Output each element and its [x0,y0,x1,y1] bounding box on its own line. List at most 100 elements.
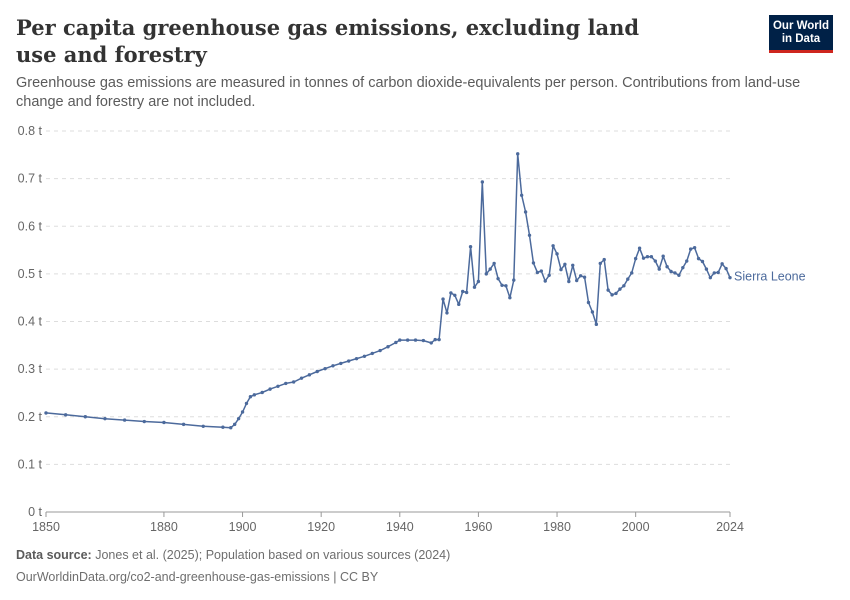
data-point[interactable] [681,265,685,270]
data-point[interactable] [162,420,166,425]
data-point[interactable] [221,425,225,429]
data-point[interactable] [484,272,488,276]
data-point[interactable] [716,270,720,275]
data-point[interactable] [724,266,728,271]
data-point[interactable] [307,373,312,377]
data-point[interactable] [712,271,716,275]
data-point[interactable] [582,275,587,279]
data-point[interactable] [527,233,532,237]
data-point[interactable] [496,276,500,281]
data-point[interactable] [657,267,661,271]
data-point[interactable] [653,259,658,263]
data-point[interactable] [291,380,296,384]
data-point[interactable] [614,291,618,296]
data-point[interactable] [441,297,445,301]
data-point[interactable] [661,254,665,258]
data-point[interactable] [453,293,457,298]
data-point[interactable] [563,262,567,267]
data-point[interactable] [103,416,107,421]
data-point[interactable] [633,256,638,261]
data-point[interactable] [688,247,693,251]
data-point[interactable] [692,245,697,250]
data-point[interactable] [673,271,677,275]
data-point[interactable] [708,275,713,280]
data-point[interactable] [63,413,68,417]
data-point[interactable] [229,426,233,430]
data-point[interactable] [567,279,571,284]
data-point[interactable] [645,255,650,259]
data-point[interactable] [543,279,547,283]
data-point[interactable] [232,422,237,427]
data-point[interactable] [244,401,249,406]
data-point[interactable] [594,322,599,327]
data-point[interactable] [457,302,461,307]
data-point[interactable] [252,393,257,397]
data-point[interactable] [618,287,622,291]
data-point[interactable] [571,263,575,268]
data-point[interactable] [378,348,382,353]
data-point[interactable] [622,284,626,288]
data-point[interactable] [464,290,469,295]
data-point[interactable] [476,279,481,284]
data-point[interactable] [677,273,681,278]
data-point[interactable] [512,278,516,282]
data-point[interactable] [598,261,602,266]
data-point[interactable] [649,255,654,259]
data-point[interactable] [236,416,241,421]
data-point[interactable] [586,300,591,305]
data-point[interactable] [559,267,563,272]
data-point[interactable] [626,277,630,281]
data-point[interactable] [547,273,551,278]
data-point[interactable] [44,411,48,415]
data-point[interactable] [284,381,288,386]
data-point[interactable] [346,359,351,363]
data-point[interactable] [468,245,473,249]
owid-logo[interactable]: Our World in Data [769,15,833,53]
data-point[interactable] [685,259,689,263]
data-point[interactable] [504,284,508,288]
data-point[interactable] [445,311,449,315]
data-point[interactable] [339,361,343,366]
source-url[interactable]: OurWorldinData.org/co2-and-greenhouse-ga… [16,570,379,584]
data-point[interactable] [669,269,673,274]
data-point[interactable] [398,338,402,342]
data-point[interactable] [637,246,642,250]
data-point[interactable] [429,341,433,345]
series-line-sierra-leone[interactable] [45,153,731,429]
data-point[interactable] [492,261,496,266]
data-point[interactable] [516,152,520,156]
data-point[interactable] [181,422,186,427]
data-point[interactable] [323,366,327,371]
data-point[interactable] [728,275,732,280]
series-label[interactable]: Sierra Leone [734,270,806,284]
data-point[interactable] [460,289,465,294]
data-point[interactable] [500,283,504,288]
data-point[interactable] [405,338,410,342]
data-point[interactable] [578,274,583,278]
data-point[interactable] [268,387,272,391]
data-point[interactable] [602,257,606,262]
data-point[interactable] [276,384,280,388]
data-point[interactable] [531,261,536,265]
data-point[interactable] [421,338,426,343]
data-point[interactable] [413,338,418,342]
data-point[interactable] [433,337,437,342]
data-point[interactable] [630,271,634,275]
data-point[interactable] [704,267,709,271]
data-point[interactable] [551,244,555,248]
data-point[interactable] [331,364,335,368]
data-point[interactable] [122,418,127,422]
data-point[interactable] [472,285,477,289]
data-point[interactable] [315,369,319,374]
data-point[interactable] [508,295,512,300]
data-point[interactable] [386,345,390,349]
data-point[interactable] [519,193,524,197]
data-point[interactable] [606,288,610,292]
data-point[interactable] [83,415,88,419]
data-point[interactable] [248,395,253,399]
data-point[interactable] [610,293,614,297]
data-point[interactable] [555,252,559,256]
data-point[interactable] [535,270,540,275]
data-point[interactable] [142,419,146,424]
data-point[interactable] [539,269,544,273]
